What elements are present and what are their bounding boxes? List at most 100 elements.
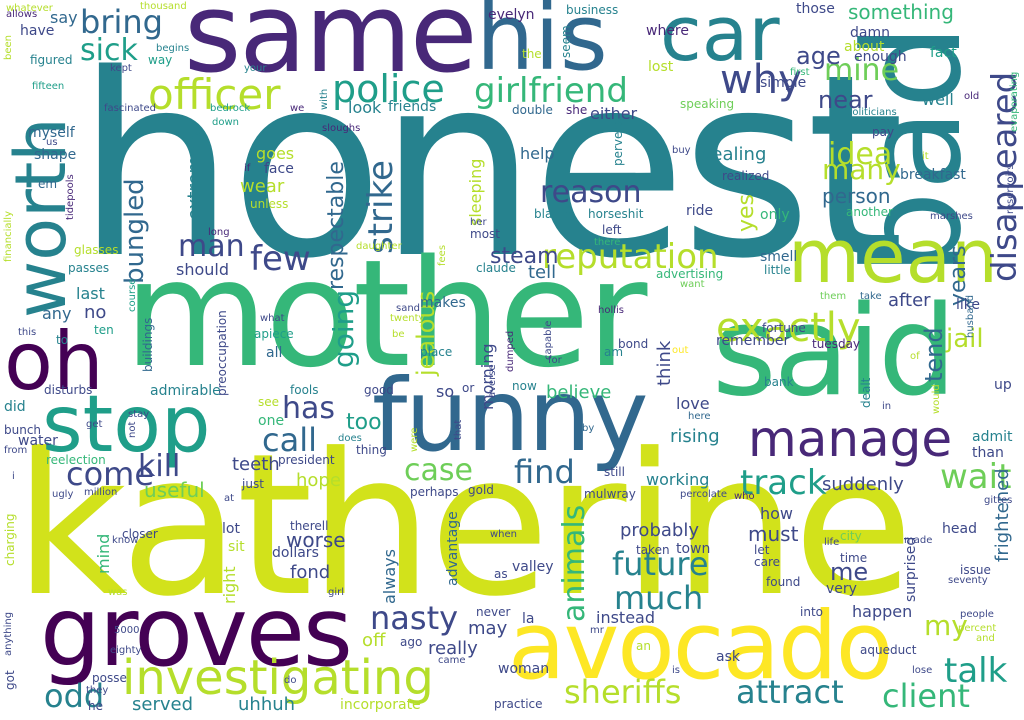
word-they: they: [86, 685, 109, 696]
word-perverse: perverse: [611, 113, 625, 166]
word-has: has: [282, 391, 336, 426]
word-when: when: [490, 529, 518, 540]
word-police: police: [332, 67, 445, 111]
word-only: only: [760, 207, 790, 223]
word-friends: friends: [388, 99, 437, 115]
word-find: find: [514, 453, 575, 491]
word-incorporate: incorporate: [340, 697, 421, 713]
word-there: there: [594, 237, 621, 248]
word-in: in: [882, 401, 892, 412]
word-time: time: [840, 551, 868, 565]
word-were: were: [409, 427, 420, 452]
word-about: about: [844, 39, 885, 55]
word-lot: lot: [222, 521, 240, 537]
word-reputation: reputation: [542, 237, 719, 277]
word-way: way: [148, 53, 173, 67]
word-jail: jail: [946, 324, 984, 354]
word-she: she: [566, 103, 588, 117]
word-stop: stop: [42, 380, 211, 470]
word-wear: wear: [240, 176, 285, 197]
word-smell: smell: [760, 249, 798, 265]
word-useful: useful: [144, 478, 205, 502]
word-from: from: [4, 445, 28, 456]
word-avocado: avocado: [508, 592, 893, 701]
word-ugly: ugly: [52, 489, 74, 500]
word-have: have: [20, 23, 55, 39]
word-up: up: [994, 377, 1012, 393]
word-buy: buy: [672, 145, 691, 156]
word-gold: gold: [468, 483, 494, 497]
word-posse: posse: [92, 671, 127, 685]
word-thousand: thousand: [140, 1, 187, 12]
word-that: that: [453, 419, 464, 440]
word-exactly: exactly: [716, 305, 861, 351]
word-care: care: [754, 555, 781, 569]
word-no: no: [84, 302, 107, 323]
word-like: like: [956, 297, 981, 313]
word-too: too: [346, 410, 382, 435]
word-evelyn: evelyn: [488, 7, 535, 23]
word-now: now: [512, 379, 537, 393]
word-never: never: [476, 605, 511, 619]
word-buildings: buildings: [141, 317, 155, 372]
word-surprised: surprised: [903, 536, 919, 602]
word-i: i: [12, 471, 15, 482]
word-mean: mean: [788, 214, 998, 300]
word-attract: attract: [736, 673, 844, 711]
word-double: double: [512, 103, 553, 117]
word-been: been: [3, 35, 14, 60]
word-shape: shape: [34, 147, 77, 163]
word-bungled: bungled: [120, 178, 150, 284]
word-enough: enough: [854, 49, 907, 65]
word-glasses: glasses: [74, 243, 119, 257]
word-here: here: [688, 411, 711, 422]
word-reason: reason: [540, 175, 642, 210]
word-issue: issue: [960, 563, 991, 577]
word-water: water: [18, 433, 58, 449]
word-officer: officer: [148, 70, 281, 119]
word-perhaps: perhaps: [410, 485, 459, 499]
word-many: many: [822, 153, 901, 186]
word-kept: kept: [110, 63, 132, 74]
word-mr: mr: [590, 625, 604, 636]
word-age: age: [796, 42, 841, 70]
word-la: la: [522, 611, 535, 627]
word-odd: odd: [44, 677, 105, 715]
word-much: much: [614, 579, 704, 617]
word-admirable: admirable: [150, 383, 221, 399]
word-tell: tell: [528, 262, 557, 283]
word-so: so: [436, 382, 455, 401]
word-good: good: [364, 383, 394, 397]
word-came: came: [438, 655, 466, 666]
word-charging: charging: [3, 513, 17, 566]
word-head: head: [942, 521, 977, 537]
word-most: most: [470, 227, 500, 241]
word-therell: therell: [290, 519, 329, 533]
word-life: life: [824, 537, 840, 548]
word-girlfriend: girlfriend: [474, 71, 628, 111]
word-city: city: [840, 529, 862, 543]
word-people: people: [960, 609, 994, 620]
word-really: really: [428, 638, 478, 659]
word-place: place: [420, 345, 453, 359]
word-may: may: [468, 618, 508, 639]
word-not: not: [127, 421, 138, 438]
word-love: love: [676, 394, 710, 413]
word-case: case: [404, 453, 473, 488]
word-mind: mind: [94, 533, 113, 574]
word-we: we: [290, 103, 305, 114]
word-bring: bring: [80, 3, 163, 41]
word-last: last: [76, 284, 105, 303]
word-take: take: [860, 291, 882, 302]
word-an: an: [636, 639, 651, 653]
word-5000: 5000: [114, 625, 140, 636]
word-say: say: [50, 8, 78, 27]
word-business: business: [566, 3, 619, 17]
word-blame: blame: [534, 207, 572, 221]
word-all: all: [266, 345, 283, 361]
word-respectable: respectable: [324, 161, 349, 290]
word-tuesday: tuesday: [812, 337, 861, 351]
word-makes: makes: [420, 295, 466, 311]
word-animals: animals: [557, 504, 592, 622]
